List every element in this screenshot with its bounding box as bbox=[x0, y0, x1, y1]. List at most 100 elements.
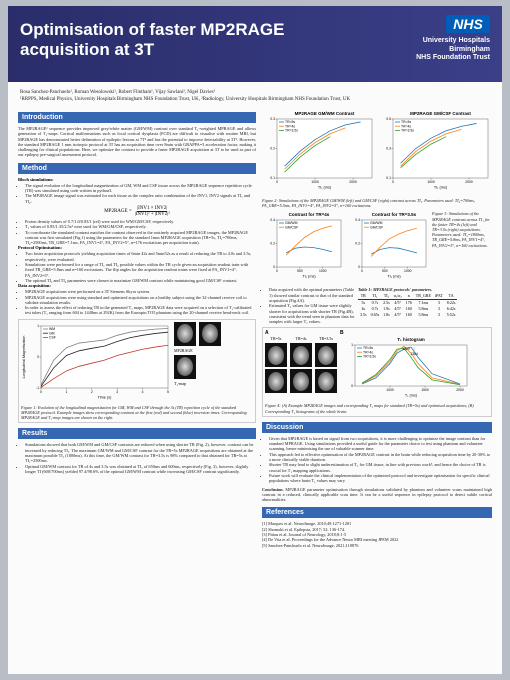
x-tick-label: 2000 bbox=[465, 180, 473, 184]
peak-label: 1344 bbox=[410, 352, 418, 356]
figure-4-row: A TR=5s TR=4s TR=3.5s B T₁ histogram T₁ (ms… bbox=[265, 330, 489, 403]
column-label: TR=3.5s bbox=[319, 336, 333, 342]
bullet: The signal evolution of the longitudinal… bbox=[25, 183, 256, 194]
legend-label: GM/CSF bbox=[285, 226, 298, 230]
brain-image bbox=[174, 354, 196, 379]
y-tick-label: 0 bbox=[37, 355, 39, 359]
x-tick-label: 2000 bbox=[349, 180, 357, 184]
figure-4b: B T₁ histogram T₁ (ms) 0 1 1000 1500 2000 TR=5s… bbox=[340, 330, 470, 403]
series-line bbox=[285, 225, 332, 256]
image-column: TR=4s bbox=[290, 336, 312, 394]
series-line bbox=[285, 247, 332, 254]
y-tick-label: 1 bbox=[37, 324, 39, 328]
table-cell: 2.5s bbox=[383, 300, 390, 306]
y-tick-label: 0 bbox=[273, 266, 275, 270]
table-cell: 3.5s bbox=[360, 312, 367, 318]
table-header: TA bbox=[444, 292, 458, 300]
table-cell: 3 bbox=[437, 300, 440, 306]
legend-label: TR=4s bbox=[363, 351, 373, 355]
series-line bbox=[370, 228, 417, 258]
series-line bbox=[400, 123, 477, 164]
brain bbox=[177, 324, 193, 344]
brain-image bbox=[290, 343, 312, 368]
panel-label: A bbox=[265, 330, 269, 337]
caption: Figure 1: Evolution of the longitudinal … bbox=[21, 404, 247, 421]
chart-holder: Contrast for TR=4s TI₁ (ms) 0 0.2 0.4 0 500 100… bbox=[262, 211, 344, 284]
y-tick-label: 0.1 bbox=[270, 176, 275, 180]
brain bbox=[293, 345, 309, 365]
authors: Rosa Sanchez-Panchuelo¹, Roman Wesolowsk… bbox=[20, 90, 216, 95]
y-tick-label: 0 bbox=[351, 385, 353, 389]
x-tick-label: 4 bbox=[142, 390, 144, 394]
y-tick-label: 0.2 bbox=[270, 242, 275, 246]
nhs-logo: NHS bbox=[446, 15, 490, 33]
x-tick-label: 1000 bbox=[404, 269, 412, 273]
series-line bbox=[400, 128, 462, 167]
chart-holder: Contrast for TR=3.5s TI₁ (ms) 0 0.2 0.4 0 500 1… bbox=[347, 211, 429, 284]
header: Optimisation of faster MP2RAGE acquisiti… bbox=[8, 6, 502, 82]
plot-area bbox=[276, 220, 342, 268]
y-tick-label: 0.2 bbox=[355, 242, 360, 246]
table-header: iPAT bbox=[432, 292, 445, 300]
chart: MP2RAGE GM/CSF Contrast TI₁ (ms) 0.1 0.3 0.5… bbox=[386, 111, 489, 190]
table-cell: 7.1ms bbox=[418, 300, 429, 306]
brain bbox=[202, 324, 218, 344]
image-label: MP2RAGE bbox=[174, 347, 193, 353]
org-line: NHS Foundation Trust bbox=[416, 54, 490, 61]
table-cell: 4/5° bbox=[394, 300, 402, 306]
reference: [5] Sanchez-Panchuelo et al. NeuroImage,… bbox=[262, 542, 359, 548]
series-line bbox=[284, 136, 331, 173]
legend-label: TR=3.5s bbox=[285, 129, 298, 133]
formula-lhs: MP2RAGE = bbox=[104, 208, 132, 214]
brain bbox=[318, 371, 334, 391]
image-label: T₁-map bbox=[174, 380, 187, 386]
discussion-list: Given that MP2RAGE is based on signal fr… bbox=[262, 436, 492, 484]
series-line bbox=[40, 327, 169, 385]
brain bbox=[268, 371, 284, 391]
bullet: Given that MP2RAGE is based on signal fr… bbox=[269, 436, 492, 452]
brain bbox=[318, 345, 334, 365]
column-label: TR=4s bbox=[295, 336, 307, 342]
brain-image bbox=[315, 369, 337, 394]
organisation: University Hospitals Birmingham NHS Foun… bbox=[416, 37, 490, 63]
figure-1-images: MP2RAGE T₁-map bbox=[174, 321, 221, 386]
bullet-list: The signal evolution of the longitudinal… bbox=[18, 183, 256, 204]
figure-3-row: Contrast for TR=4s TI₁ (ms) 0 0.2 0.4 0 500 100… bbox=[262, 211, 492, 284]
table-cell: 5.8ms bbox=[418, 306, 429, 312]
caption: Figure 2: Simulations of the MP2RAGE GM/… bbox=[262, 198, 475, 209]
method-body: Bloch simulations:The signal evolution o… bbox=[18, 177, 256, 316]
x-tick-label: 3 bbox=[116, 390, 118, 394]
right-column: MP2RAGE GM/WM Contrast TI₁ (ms) 0.1 0.2 0.3 0… bbox=[262, 110, 492, 548]
series-line bbox=[370, 247, 417, 255]
x-axis-label: TI₁ (ms) bbox=[387, 275, 401, 279]
conclusion-label: Conclusion. bbox=[262, 486, 284, 492]
plot-area bbox=[361, 220, 427, 268]
chart-title: MP2RAGE GM/WM Contrast bbox=[295, 111, 355, 116]
figure-4a: A TR=5s TR=4s TR=3.5s bbox=[265, 330, 337, 394]
x-tick-label: 1 bbox=[65, 390, 67, 394]
bullet-list: Proton density values of 0.7/1.0/0.83/1 … bbox=[18, 219, 256, 245]
table-cell: 1.8s bbox=[383, 312, 390, 318]
legend-label: GM bbox=[49, 331, 55, 335]
y-tick-label: 0.4 bbox=[270, 219, 275, 223]
chart-title: MP2RAGE GM/CSF Contrast bbox=[410, 111, 471, 116]
brain-image bbox=[199, 321, 221, 346]
bullet: Proton density values of 0.7/1.0/0.83/1 … bbox=[25, 219, 256, 224]
subheading: Bloch simulations: bbox=[18, 176, 54, 182]
table-cell: 8:22s bbox=[446, 300, 456, 306]
table-cell: 5s bbox=[361, 300, 366, 306]
peak-label: 1229 bbox=[402, 347, 410, 351]
image-column: TR=5s bbox=[265, 336, 287, 394]
intro-text: The MP2RAGE¹ sequence provides improved … bbox=[18, 126, 256, 158]
author-block: Rosa Sanchez-Panchuelo¹, Roman Wesolowsk… bbox=[20, 90, 490, 103]
x-tick-label: 0 bbox=[40, 390, 42, 394]
table-cell: 3 bbox=[437, 306, 440, 312]
image-column: TR=3.5s bbox=[315, 336, 337, 394]
table-cell: 160 bbox=[405, 312, 412, 318]
x-tick-label: 500 bbox=[382, 269, 388, 273]
